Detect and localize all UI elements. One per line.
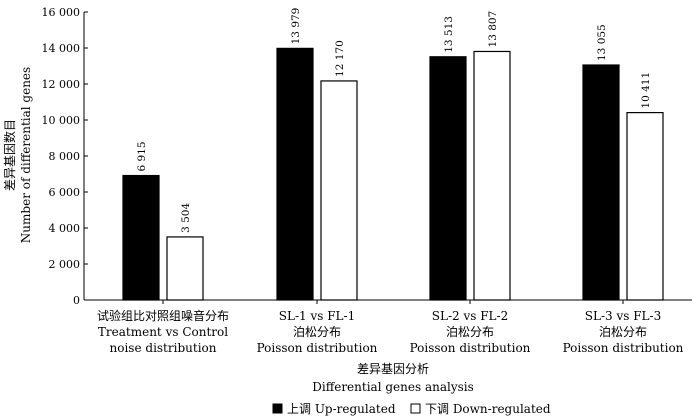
category-label-line-3: noise distribution <box>110 341 217 355</box>
data-label: 12 170 <box>334 40 346 77</box>
category-label-line-1: SL-2 vs FL-2 <box>432 309 508 323</box>
y-tick-label: 8 000 <box>49 150 81 163</box>
y-tick-label: 16 000 <box>42 6 81 19</box>
category-label-line-1: SL-3 vs FL-3 <box>585 309 661 323</box>
legend-label-down: 下调 Down-regulated <box>425 402 551 416</box>
legend: 上调 Up-regulated 下调 Down-regulated <box>272 402 551 416</box>
data-label: 6 915 <box>136 141 148 171</box>
bar-down-regulated-2 <box>320 80 358 301</box>
category-labels-layer: 试验组比对照组噪音分布 Treatment vs Control noise dis… <box>97 308 684 355</box>
category-label-line-3: Poisson distribution <box>410 341 531 355</box>
legend-swatch-down <box>410 403 421 414</box>
bar-down-regulated-4 <box>626 112 664 301</box>
bar-up-regulated-2 <box>276 47 314 301</box>
y-tick-label: 4 000 <box>49 222 81 235</box>
data-label: 3 504 <box>180 203 192 233</box>
bars-layer <box>122 47 664 301</box>
data-labels-layer: 6 915 13 979 13 513 13 055 3 504 12 170 13 807… <box>136 8 652 233</box>
category-label-line-2: 泊松分布 <box>599 325 647 339</box>
axes-layer: 0 2 000 4 000 6 000 8 000 10 000 12 000 14 000 1… <box>42 6 692 307</box>
y-axis-title-cn: 差异基因数目 <box>2 119 17 191</box>
y-axis-title-en: Number of differential genes <box>19 67 33 243</box>
bar-up-regulated-1 <box>122 174 160 301</box>
bar-down-regulated-3 <box>473 50 511 301</box>
category-label-line-3: Poisson distribution <box>563 341 684 355</box>
category-label-line-2: 泊松分布 <box>293 325 341 339</box>
x-axis-title-cn: 差异基因分析 <box>357 362 429 376</box>
x-axis-title-en: Differential genes analysis <box>312 380 474 394</box>
bar-up-regulated-3 <box>429 56 467 301</box>
category-label-line-2: 泊松分布 <box>446 325 494 339</box>
legend-swatch-up <box>272 403 283 414</box>
data-label: 13 979 <box>290 8 302 45</box>
data-label: 13 055 <box>596 24 608 61</box>
data-label: 13 513 <box>443 16 455 53</box>
data-label: 13 807 <box>487 11 499 48</box>
y-tick-label: 10 000 <box>42 114 81 127</box>
category-label-line-1: SL-1 vs FL-1 <box>279 309 355 323</box>
legend-label-up: 上调 Up-regulated <box>287 402 396 416</box>
category-label-line-2: Treatment vs Control <box>98 325 228 339</box>
y-tick-label: 12 000 <box>42 78 81 91</box>
bar-up-regulated-4 <box>582 64 620 301</box>
y-tick-label: 2 000 <box>49 258 81 271</box>
category-label-line-3: Poisson distribution <box>257 341 378 355</box>
category-label-line-1: 试验组比对照组噪音分布 <box>97 308 229 323</box>
bar-down-regulated-1 <box>166 236 204 301</box>
data-label: 10 411 <box>640 72 652 109</box>
y-tick-label: 6 000 <box>49 186 81 199</box>
y-tick-label: 14 000 <box>42 42 81 55</box>
y-tick-label: 0 <box>73 294 80 307</box>
